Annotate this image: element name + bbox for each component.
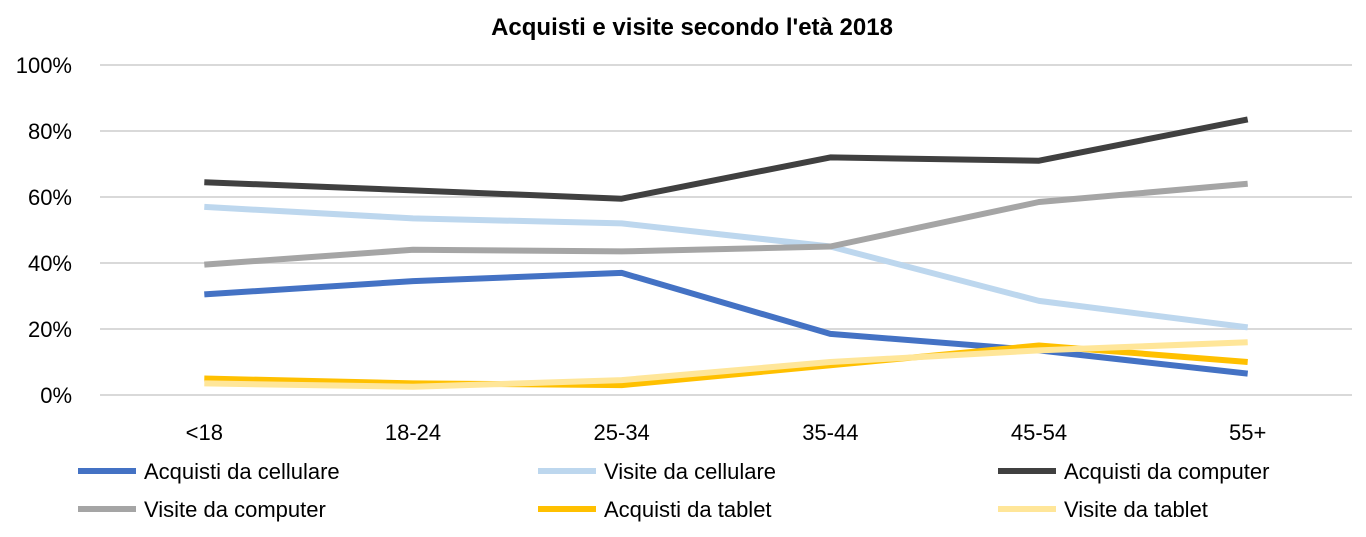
legend-label: Acquisti da tablet	[604, 497, 772, 522]
legend-label: Visite da cellulare	[604, 459, 776, 484]
x-tick-label: 35-44	[802, 420, 858, 445]
y-tick-label: 60%	[28, 185, 72, 210]
legend-label: Visite da tablet	[1064, 497, 1208, 522]
x-tick-label: 25-34	[594, 420, 650, 445]
series-line	[204, 269, 1249, 377]
x-tick-label: 55+	[1229, 420, 1266, 445]
series-line	[204, 342, 1248, 389]
y-axis-tick-labels: 0% 20% 40% 60% 80% 100%	[16, 53, 72, 408]
series-lines	[204, 116, 1249, 390]
y-tick-label: 20%	[28, 317, 72, 342]
legend-label: Visite da computer	[144, 497, 326, 522]
y-tick-label: 80%	[28, 119, 72, 144]
legend-label: Acquisti da cellulare	[144, 459, 340, 484]
series-line	[204, 339, 1248, 390]
series-line	[204, 180, 1248, 268]
gridlines	[100, 64, 1352, 396]
y-tick-label: 40%	[28, 251, 72, 276]
y-tick-label: 0%	[40, 383, 72, 408]
legend-label: Acquisti da computer	[1064, 459, 1269, 484]
y-tick-label: 100%	[16, 53, 72, 78]
x-tick-label: 18-24	[385, 420, 441, 445]
x-axis-tick-labels: <18 18-24 25-34 35-44 45-54 55+	[186, 420, 1267, 445]
x-tick-label: <18	[186, 420, 223, 445]
series-line	[204, 203, 1249, 331]
chart-title: Acquisti e visite secondo l'età 2018	[491, 14, 893, 41]
x-tick-label: 45-54	[1011, 420, 1067, 445]
series-line	[204, 116, 1249, 202]
legend: Acquisti da cellulare Visite da cellulare…	[78, 459, 1269, 522]
